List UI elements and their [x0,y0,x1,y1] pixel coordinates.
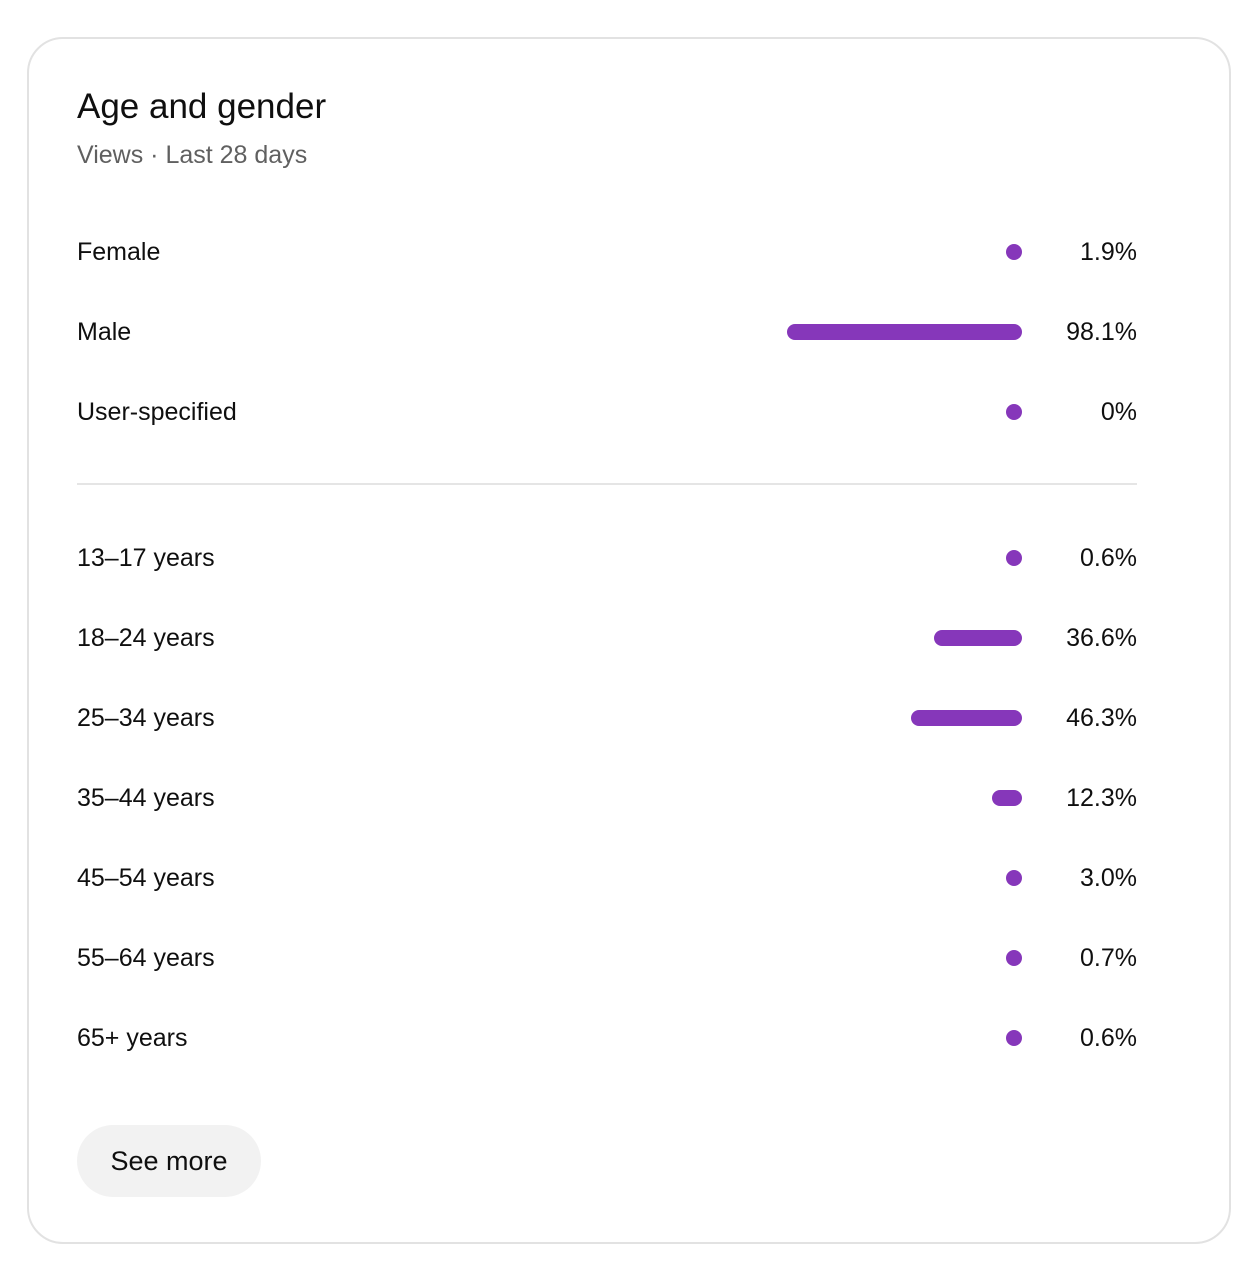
card-title: Age and gender [77,87,327,126]
age-percentage: 0.6% [1080,544,1137,572]
age-label: 18–24 years [77,624,215,652]
gender-percentage: 1.9% [1080,238,1137,266]
gender-row: Female 1.9% [77,232,1137,272]
age-bar [1006,870,1022,886]
age-row: 55–64 years 0.7% [77,938,1137,978]
age-percentage: 0.6% [1080,1024,1137,1052]
age-percentage: 12.3% [1066,784,1137,812]
card-subtitle: Views · Last 28 days [77,141,308,169]
gender-bar [787,324,1022,340]
age-row: 25–34 years 46.3% [77,698,1137,738]
gender-row: Male 98.1% [77,312,1137,352]
age-row: 35–44 years 12.3% [77,778,1137,818]
age-label: 35–44 years [77,784,215,812]
age-row: 45–54 years 3.0% [77,858,1137,898]
gender-row: User-specified 0% [77,392,1137,432]
age-gender-card: Age and gender Views · Last 28 days Fema… [27,37,1231,1244]
age-label: 55–64 years [77,944,215,972]
age-bar [1006,1030,1022,1046]
age-bar [992,790,1022,806]
section-divider [77,483,1137,485]
gender-label: Male [77,318,132,346]
age-row: 18–24 years 36.6% [77,618,1137,658]
gender-percentage: 0% [1100,398,1137,426]
age-percentage: 3.0% [1080,864,1137,892]
age-bar [1006,950,1022,966]
gender-bar [1006,244,1022,260]
see-more-button[interactable]: See more [77,1125,261,1197]
age-percentage: 0.7% [1080,944,1137,972]
age-label: 13–17 years [77,544,215,572]
age-percentage: 36.6% [1066,624,1137,652]
age-bar [911,710,1022,726]
gender-percentage: 98.1% [1066,318,1137,346]
age-row: 13–17 years 0.6% [77,538,1137,578]
age-row: 65+ years 0.6% [77,1018,1137,1058]
gender-label: Female [77,238,161,266]
age-bar [934,630,1022,646]
age-label: 45–54 years [77,864,215,892]
gender-bar [1006,404,1022,420]
gender-label: User-specified [77,398,237,426]
age-percentage: 46.3% [1066,704,1137,732]
age-bar [1006,550,1022,566]
age-label: 65+ years [77,1024,188,1052]
age-label: 25–34 years [77,704,215,732]
